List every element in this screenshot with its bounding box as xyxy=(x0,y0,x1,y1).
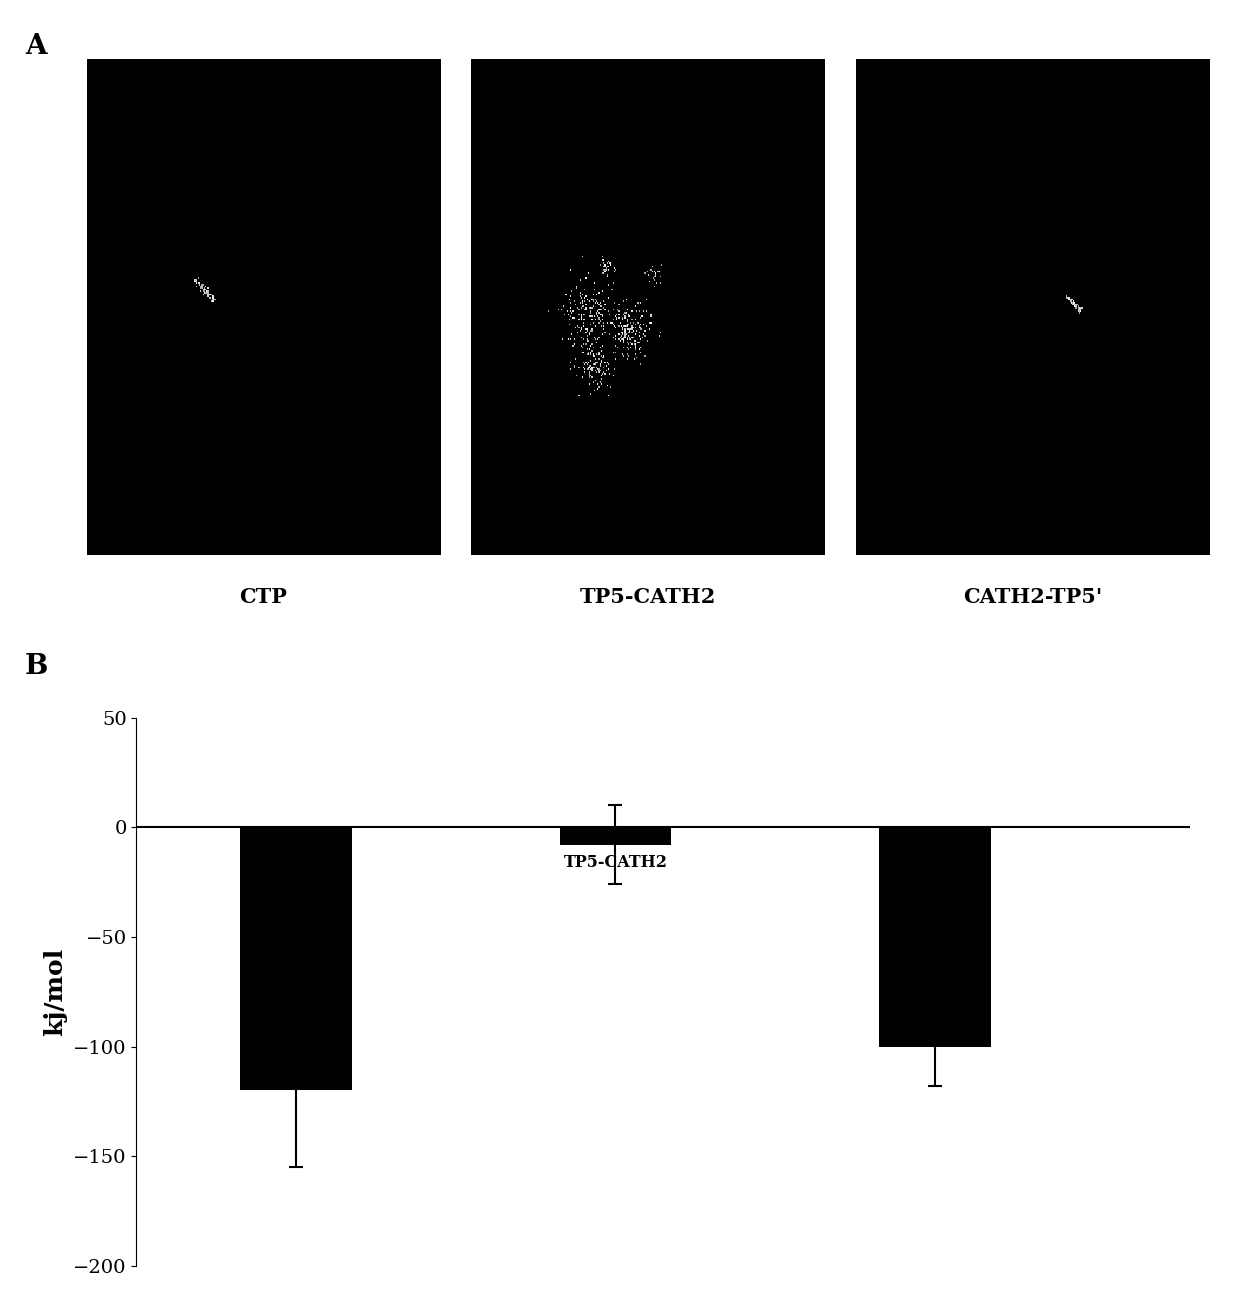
Text: A: A xyxy=(25,33,46,60)
Text: CATH2-TP5': CATH2-TP5' xyxy=(962,587,1102,607)
Bar xyxy=(241,827,352,1091)
Bar xyxy=(559,827,671,844)
Text: CTP: CTP xyxy=(239,587,288,607)
Text: TP5-CATH2: TP5-CATH2 xyxy=(563,853,667,870)
Text: CATH2-TP5': CATH2-TP5' xyxy=(882,853,988,870)
Text: TP5-CATH2: TP5-CATH2 xyxy=(580,587,715,607)
Y-axis label: kj/mol: kj/mol xyxy=(43,947,68,1036)
Bar xyxy=(879,827,991,1047)
Text: B: B xyxy=(25,652,48,680)
